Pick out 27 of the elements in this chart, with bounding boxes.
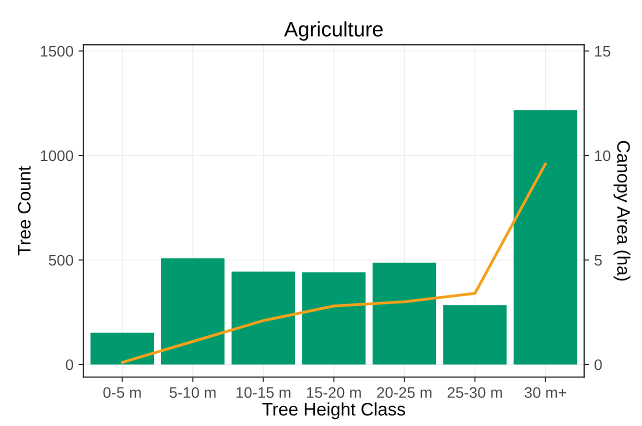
x-tick-label: 15-20 m xyxy=(306,387,361,398)
y2-tick-label: 10 xyxy=(595,150,610,162)
y2-axis-title: Canopy Area (ha) xyxy=(614,141,630,281)
bar xyxy=(232,272,296,364)
x-tick-label: 20-25 m xyxy=(377,387,432,398)
y2-tick-label: 5 xyxy=(594,255,602,266)
y-tick-label: 0 xyxy=(66,359,74,370)
y-tick-label: 500 xyxy=(48,254,74,266)
chart-title: Agriculture xyxy=(284,21,383,41)
bar xyxy=(514,110,578,364)
y-tick-label: 1500 xyxy=(40,46,74,57)
bar xyxy=(90,332,154,364)
bar xyxy=(443,305,507,364)
bar xyxy=(302,272,366,364)
y2-tick-label: 0 xyxy=(594,359,602,370)
x-tick-label: 0-5 m xyxy=(103,387,141,398)
bar xyxy=(372,262,436,364)
line-series xyxy=(120,162,547,364)
bar xyxy=(161,258,225,364)
y-tick-label: 1000 xyxy=(40,150,74,162)
x-tick-label: 30 m+ xyxy=(524,387,566,398)
x-tick-label: 5-10 m xyxy=(170,387,216,398)
y2-tick-label: 15 xyxy=(595,46,610,57)
x-axis-title: Tree Height Class xyxy=(262,402,406,420)
x-tick-label: 10-15 m xyxy=(236,387,290,398)
x-tick-label: 25-30 m xyxy=(448,387,502,398)
y-axis-title: Tree Count xyxy=(18,166,31,256)
